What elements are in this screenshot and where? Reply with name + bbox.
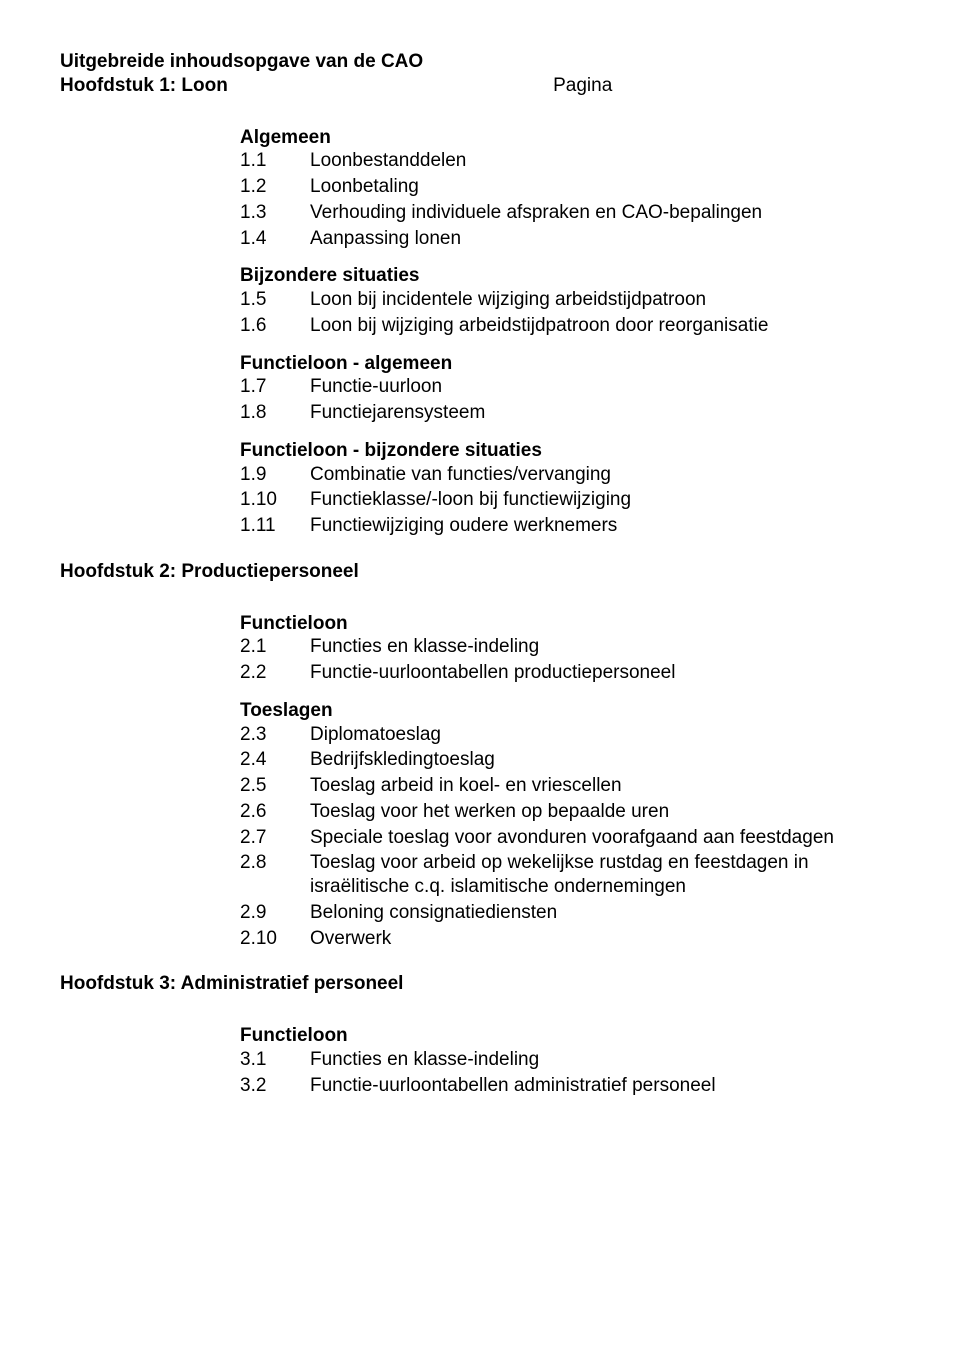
- item-text: Combinatie van functies/vervanging: [310, 463, 900, 487]
- item-num: 2.8: [240, 851, 310, 899]
- item-num: 2.4: [240, 748, 310, 772]
- chapter-2-heading: Hoofdstuk 2: Productiepersoneel: [60, 560, 900, 584]
- item-text: Loon bij wijziging arbeidstijdpatroon do…: [310, 314, 900, 338]
- item-num: 1.7: [240, 375, 310, 399]
- toc-item: 1.2Loonbetaling: [240, 175, 900, 199]
- item-num: 1.6: [240, 314, 310, 338]
- item-num: 2.9: [240, 901, 310, 925]
- item-text: Functies en klasse-indeling: [310, 1048, 900, 1072]
- toc-item: 1.4Aanpassing lonen: [240, 227, 900, 251]
- toc-item: 1.10Functieklasse/-loon bij functiewijzi…: [240, 488, 900, 512]
- toc-item: 1.8Functiejarensysteem: [240, 401, 900, 425]
- section-heading: Functieloon - algemeen: [240, 352, 900, 376]
- item-text: Loon bij incidentele wijziging arbeidsti…: [310, 288, 900, 312]
- toc-item: 2.4Bedrijfskledingtoeslag: [240, 748, 900, 772]
- item-num: 1.1: [240, 149, 310, 173]
- item-num: 1.11: [240, 514, 310, 538]
- toc-item: 1.11Functiewijziging oudere werknemers: [240, 514, 900, 538]
- toc-item: 2.2Functie-uurloontabellen productiepers…: [240, 661, 900, 685]
- toc-item: 2.9Beloning consignatiediensten: [240, 901, 900, 925]
- toc-item: 2.3Diplomatoeslag: [240, 723, 900, 747]
- section-heading: Functieloon - bijzondere situaties: [240, 439, 900, 463]
- toc-item: 1.5Loon bij incidentele wijziging arbeid…: [240, 288, 900, 312]
- item-num: 2.6: [240, 800, 310, 824]
- item-text: Aanpassing lonen: [310, 227, 900, 251]
- item-num: 2.5: [240, 774, 310, 798]
- item-text: Functie-uurloontabellen administratief p…: [310, 1074, 900, 1098]
- item-text: Loonbetaling: [310, 175, 900, 199]
- section-heading: Functieloon: [240, 1024, 900, 1048]
- item-num: 2.3: [240, 723, 310, 747]
- toc-item: 2.1Functies en klasse-indeling: [240, 635, 900, 659]
- toc-item: 1.9Combinatie van functies/vervanging: [240, 463, 900, 487]
- ch1-section-algemeen: Algemeen 1.1Loonbestanddelen 1.2Loonbeta…: [240, 126, 900, 538]
- item-text: Functie-uurloon: [310, 375, 900, 399]
- doc-title: Uitgebreide inhoudsopgave van de CAO: [60, 50, 900, 74]
- item-num: 1.4: [240, 227, 310, 251]
- item-num: 2.10: [240, 927, 310, 951]
- toc-item: 1.1Loonbestanddelen: [240, 149, 900, 173]
- item-num: 1.5: [240, 288, 310, 312]
- item-num: 1.10: [240, 488, 310, 512]
- item-text: Beloning consignatiediensten: [310, 901, 900, 925]
- toc-item: 1.7Functie-uurloon: [240, 375, 900, 399]
- pagina-label: Pagina: [553, 74, 612, 98]
- chapter-1-label: Hoofdstuk 1: Loon: [60, 75, 228, 96]
- toc-item: 2.6Toeslag voor het werken op bepaalde u…: [240, 800, 900, 824]
- item-text: Diplomatoeslag: [310, 723, 900, 747]
- toc-item: 3.1Functies en klasse-indeling: [240, 1048, 900, 1072]
- item-num: 3.2: [240, 1074, 310, 1098]
- item-num: 2.1: [240, 635, 310, 659]
- item-num: 2.7: [240, 826, 310, 850]
- item-num: 2.2: [240, 661, 310, 685]
- item-text: Loonbestanddelen: [310, 149, 900, 173]
- toc-item: 1.3Verhouding individuele afspraken en C…: [240, 201, 900, 225]
- item-text: Functiewijziging oudere werknemers: [310, 514, 900, 538]
- toc-item: 2.7Speciale toeslag voor avonduren voora…: [240, 826, 900, 850]
- item-text: Overwerk: [310, 927, 900, 951]
- section-heading: Bijzondere situaties: [240, 264, 900, 288]
- section-heading: Functieloon: [240, 612, 900, 636]
- item-num: 1.9: [240, 463, 310, 487]
- item-text: Bedrijfskledingtoeslag: [310, 748, 900, 772]
- item-num: 1.3: [240, 201, 310, 225]
- toc-item: 2.10Overwerk: [240, 927, 900, 951]
- ch3-section-functieloon: Functieloon 3.1Functies en klasse-indeli…: [240, 1024, 900, 1097]
- toc-item: 2.5Toeslag arbeid in koel- en vriescelle…: [240, 774, 900, 798]
- item-text: Functieklasse/-loon bij functiewijziging: [310, 488, 900, 512]
- ch2-section-functieloon: Functieloon 2.1Functies en klasse-indeli…: [240, 612, 900, 951]
- item-text: Verhouding individuele afspraken en CAO-…: [310, 201, 900, 225]
- item-text: Functiejarensysteem: [310, 401, 900, 425]
- item-text: Toeslag voor arbeid op wekelijkse rustda…: [310, 851, 900, 899]
- item-text: Speciale toeslag voor avonduren voorafga…: [310, 826, 900, 850]
- toc-item: 2.8Toeslag voor arbeid op wekelijkse rus…: [240, 851, 900, 899]
- section-heading: Algemeen: [240, 126, 900, 150]
- item-text: Functie-uurloontabellen productiepersone…: [310, 661, 900, 685]
- chapter-3-heading: Hoofdstuk 3: Administratief personeel: [60, 972, 900, 996]
- item-num: 3.1: [240, 1048, 310, 1072]
- item-text: Toeslag voor het werken op bepaalde uren: [310, 800, 900, 824]
- item-num: 1.2: [240, 175, 310, 199]
- item-text: Functies en klasse-indeling: [310, 635, 900, 659]
- item-text: Toeslag arbeid in koel- en vriescellen: [310, 774, 900, 798]
- toc-item: 1.6Loon bij wijziging arbeidstijdpatroon…: [240, 314, 900, 338]
- section-heading: Toeslagen: [240, 699, 900, 723]
- toc-item: 3.2Functie-uurloontabellen administratie…: [240, 1074, 900, 1098]
- chapter-1-heading: Hoofdstuk 1: Loon Pagina: [60, 74, 900, 98]
- item-num: 1.8: [240, 401, 310, 425]
